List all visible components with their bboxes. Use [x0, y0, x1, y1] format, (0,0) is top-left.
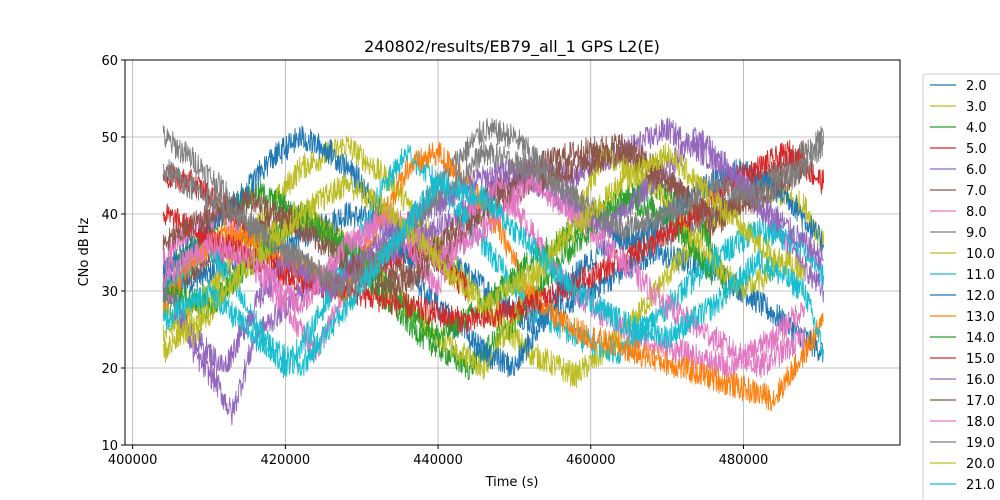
x-axis-ticks: 400000 420000 440000 460000 480000 [108, 445, 768, 468]
legend-label: 13.0 [966, 310, 995, 325]
legend-label: 7.0 [966, 184, 987, 199]
legend-label: 10.0 [966, 247, 995, 262]
y-axis-label: CNo dB Hz [77, 217, 92, 286]
legend-label: 5.0 [966, 142, 987, 157]
plot-frame [124, 59, 901, 446]
series-line-21-0 [162, 171, 825, 377]
legend-label: 19.0 [966, 436, 995, 451]
legend-label: 11.0 [966, 268, 995, 283]
legend-label: 2.0 [966, 79, 987, 94]
x-tick-label: 440000 [413, 453, 463, 468]
x-tick-label: 420000 [261, 453, 311, 468]
chart-title: 240802/results/EB79_all_1 GPS L2(E) [364, 37, 660, 57]
legend-label: 20.0 [966, 457, 995, 472]
x-tick-label: 460000 [566, 453, 616, 468]
legend-label: 9.0 [966, 226, 987, 241]
legend-label: 12.0 [966, 289, 995, 304]
x-tick-label: 400000 [108, 453, 158, 468]
series-group [162, 117, 825, 426]
series-line-20-0 [162, 142, 806, 364]
series-line-19-0 [162, 135, 825, 303]
x-axis-label: Time (s) [485, 475, 539, 490]
legend-items: 2.0 3.0 4.0 5.0 6.0 7.0 8.0 9.0 10.0 11.0 12.0 13.0… [930, 79, 995, 493]
legend-label: 8.0 [966, 205, 987, 220]
legend-label: 4.0 [966, 121, 987, 136]
legend: 2.0 3.0 4.0 5.0 6.0 7.0 8.0 9.0 10.0 11.0 12.0 13.0… [922, 73, 1000, 500]
legend-label: 14.0 [966, 331, 995, 346]
legend-box [922, 73, 1000, 500]
y-tick-label: 10 [101, 439, 118, 454]
x-tick-label: 480000 [719, 453, 769, 468]
legend-label: 16.0 [966, 373, 995, 388]
series-line-15-0 [162, 139, 825, 335]
legend-label: 21.0 [966, 478, 995, 493]
legend-label: 15.0 [966, 352, 995, 367]
legend-label: 6.0 [966, 163, 987, 178]
y-tick-label: 30 [101, 285, 118, 300]
y-tick-label: 20 [101, 362, 118, 377]
series-line-16-0 [162, 126, 824, 373]
y-tick-label: 40 [101, 208, 118, 223]
y-tick-label: 50 [101, 131, 118, 146]
legend-label: 3.0 [966, 100, 987, 115]
y-axis-ticks: 10 20 30 40 50 60 [101, 54, 125, 454]
legend-label: 17.0 [966, 394, 995, 409]
y-tick-label: 60 [101, 54, 118, 69]
legend-label: 18.0 [966, 415, 995, 430]
